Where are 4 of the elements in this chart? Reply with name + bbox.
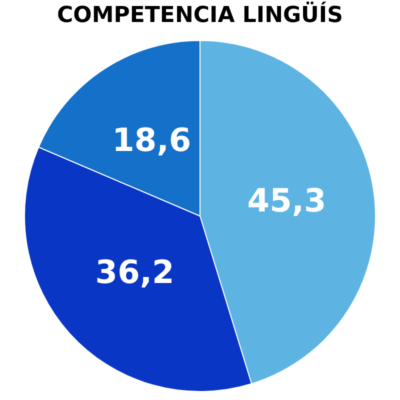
data-label: 18,6 xyxy=(112,121,192,160)
data-label: 45,3 xyxy=(247,181,326,220)
chart-title: COMPETENCIA LINGÜÍS xyxy=(56,0,344,30)
data-label: 36,2 xyxy=(95,253,174,292)
